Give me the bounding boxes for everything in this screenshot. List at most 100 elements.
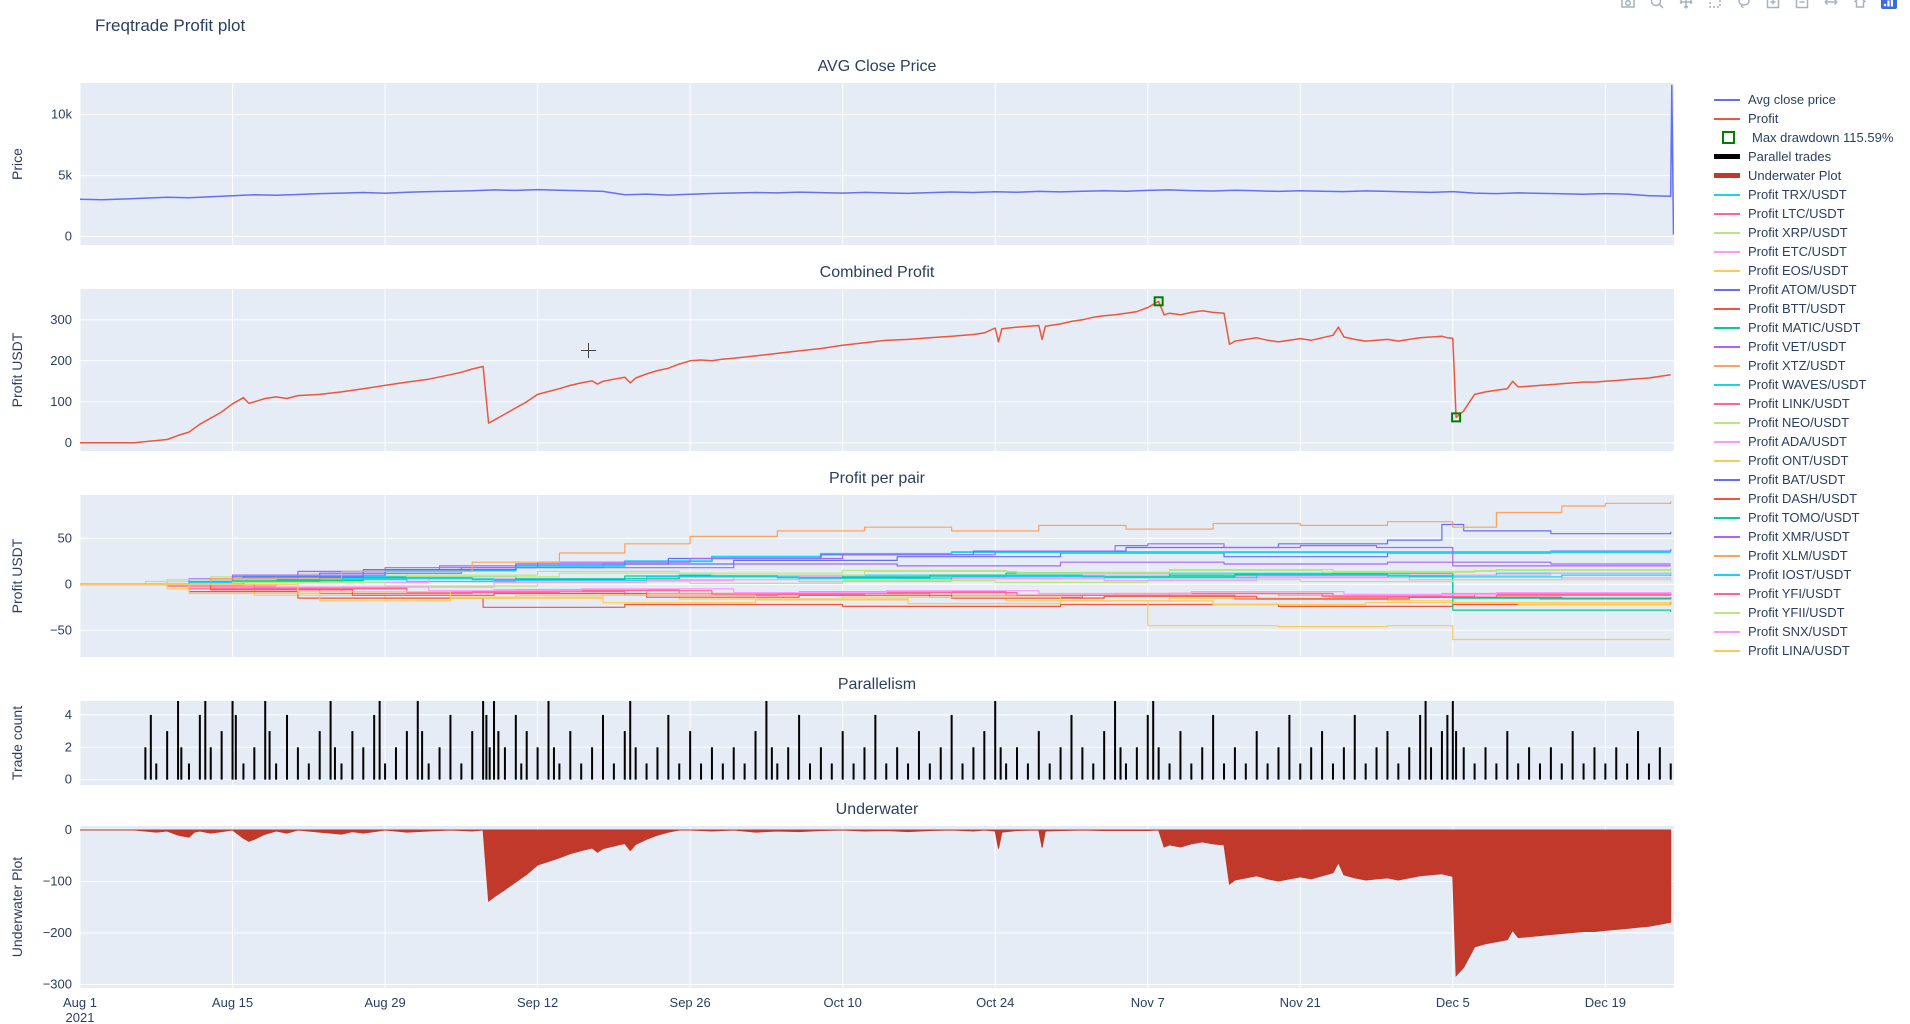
parallel-trades-bar[interactable] xyxy=(1582,763,1585,780)
modebar-button-box-select[interactable] xyxy=(1702,0,1728,13)
parallel-trades-bar[interactable] xyxy=(1397,763,1400,780)
series-lina-usdt[interactable] xyxy=(80,583,1671,641)
parallel-trades-bar[interactable] xyxy=(928,763,931,780)
parallel-trades-bar[interactable] xyxy=(999,747,1002,780)
parallel-trades-bar[interactable] xyxy=(1212,714,1215,780)
legend-item-profit-bat-usdt[interactable]: Profit BAT/USDT xyxy=(1714,470,1893,489)
parallel-trades-bar[interactable] xyxy=(253,747,256,780)
parallel-trades-bar[interactable] xyxy=(710,747,713,780)
parallel-trades-bar[interactable] xyxy=(754,731,757,780)
parallel-trades-bar[interactable] xyxy=(421,731,424,780)
parallel-trades-bar[interactable] xyxy=(950,714,953,780)
max-drawdown-marker[interactable] xyxy=(1153,296,1164,307)
legend-item-profit-atom-usdt[interactable]: Profit ATOM/USDT xyxy=(1714,280,1893,299)
parallel-trades-bar[interactable] xyxy=(198,714,201,780)
legend-item-profit-yfi-usdt[interactable]: Profit YFI/USDT xyxy=(1714,584,1893,603)
parallel-trades-bar[interactable] xyxy=(204,699,207,780)
parallel-trades-bar[interactable] xyxy=(1484,747,1487,780)
parallel-trades-bar[interactable] xyxy=(1364,763,1367,780)
legend-item-profit-iost-usdt[interactable]: Profit IOST/USDT xyxy=(1714,565,1893,584)
parallel-trades-bar[interactable] xyxy=(678,763,681,780)
parallel-trades-bar[interactable] xyxy=(1669,763,1672,780)
parallel-trades-bar[interactable] xyxy=(770,747,773,780)
series-dash-usdt[interactable] xyxy=(80,583,1672,600)
parallel-trades-bar[interactable] xyxy=(1152,699,1155,780)
parallel-trades-bar[interactable] xyxy=(1299,763,1302,780)
parallel-trades-bar[interactable] xyxy=(1190,763,1193,780)
max-drawdown-marker[interactable] xyxy=(1451,412,1462,423)
parallel-trades-bar[interactable] xyxy=(1223,763,1226,780)
legend-item-profit[interactable]: Profit xyxy=(1714,109,1893,128)
parallel-trades-bar[interactable] xyxy=(819,747,822,780)
parallel-trades-bar[interactable] xyxy=(234,714,237,780)
parallel-trades-bar[interactable] xyxy=(896,747,899,780)
legend-item-profit-waves-usdt[interactable]: Profit WAVES/USDT xyxy=(1714,375,1893,394)
series-xlm-usdt[interactable] xyxy=(80,501,1672,585)
parallel-trades-bar[interactable] xyxy=(275,763,278,780)
parallel-trades-bar[interactable] xyxy=(180,747,183,780)
parallel-trades-bar[interactable] xyxy=(1119,747,1122,780)
parallel-trades-bar[interactable] xyxy=(732,747,735,780)
parallel-trades-bar[interactable] xyxy=(340,763,343,780)
legend-item-max-drawdown-115-59-[interactable]: Max drawdown 115.59% xyxy=(1714,128,1893,147)
parallel-trades-bar[interactable] xyxy=(1026,763,1029,780)
parallel-trades-bar[interactable] xyxy=(1506,731,1509,780)
parallel-trades-bar[interactable] xyxy=(514,714,517,780)
parallel-trades-bar[interactable] xyxy=(1353,714,1356,780)
parallel-trades-bar[interactable] xyxy=(1517,763,1520,780)
parallel-trades-bar[interactable] xyxy=(874,714,877,780)
legend-item-underwater-plot[interactable]: Underwater Plot xyxy=(1714,166,1893,185)
parallel-trades-bar[interactable] xyxy=(961,763,964,780)
parallel-trades-bar[interactable] xyxy=(547,699,550,780)
parallel-trades-bar[interactable] xyxy=(667,714,670,780)
parallel-trades-bar[interactable] xyxy=(1092,763,1095,780)
parallel-trades-bar[interactable] xyxy=(917,731,920,780)
parallel-trades-bar[interactable] xyxy=(1495,763,1498,780)
legend-item-parallel-trades[interactable]: Parallel trades xyxy=(1714,147,1893,166)
parallel-trades-bar[interactable] xyxy=(863,747,866,780)
parallel-trades-bar[interactable] xyxy=(378,699,381,780)
parallel-trades-bar[interactable] xyxy=(187,763,190,780)
parallel-trades-bar[interactable] xyxy=(1430,747,1433,780)
parallel-trades-bar[interactable] xyxy=(787,747,790,780)
parallel-trades-bar[interactable] xyxy=(1081,747,1084,780)
parallel-trades-bar[interactable] xyxy=(700,763,703,780)
parallel-trades-bar[interactable] xyxy=(1538,763,1541,780)
parallel-trades-bar[interactable] xyxy=(808,763,811,780)
parallel-trades-bar[interactable] xyxy=(972,747,975,780)
legend-item-profit-xlm-usdt[interactable]: Profit XLM/USDT xyxy=(1714,546,1893,565)
parallel-trades-bar[interactable] xyxy=(1016,747,1019,780)
legend-item-profit-matic-usdt[interactable]: Profit MATIC/USDT xyxy=(1714,318,1893,337)
parallel-trades-bar[interactable] xyxy=(1331,763,1334,780)
parallel-trades-bar[interactable] xyxy=(1451,699,1454,780)
parallel-trades-bar[interactable] xyxy=(1255,731,1258,780)
series-iost-usdt[interactable] xyxy=(80,574,1672,585)
parallel-trades-bar[interactable] xyxy=(536,747,539,780)
parallel-trades-bar[interactable] xyxy=(601,714,604,780)
parallel-trades-bar[interactable] xyxy=(488,747,491,780)
parallel-trades-bar[interactable] xyxy=(1233,747,1236,780)
parallel-trades-bar[interactable] xyxy=(384,763,387,780)
series-ont-usdt[interactable] xyxy=(80,583,1672,606)
legend-item-avg-close-price[interactable]: Avg close price xyxy=(1714,90,1893,109)
legend-item-profit-ltc-usdt[interactable]: Profit LTC/USDT xyxy=(1714,204,1893,223)
plot-area-0[interactable] xyxy=(80,83,1674,245)
parallel-trades-bar[interactable] xyxy=(318,731,321,780)
series-avg-close-price[interactable] xyxy=(80,84,1674,235)
modebar-button-plotly-logo[interactable] xyxy=(1876,0,1902,13)
parallel-trades-bar[interactable] xyxy=(1386,731,1389,780)
parallel-trades-bar[interactable] xyxy=(552,747,555,780)
series-xmr-usdt[interactable] xyxy=(80,543,1671,585)
parallel-trades-bar[interactable] xyxy=(286,714,289,780)
parallel-trades-bar[interactable] xyxy=(1658,747,1661,780)
parallel-trades-bar[interactable] xyxy=(394,747,397,780)
parallel-trades-bar[interactable] xyxy=(1146,714,1149,780)
parallel-trades-bar[interactable] xyxy=(1048,763,1051,780)
modebar-button-lasso-select[interactable] xyxy=(1731,0,1757,13)
parallel-trades-bar[interactable] xyxy=(1473,763,1476,780)
parallel-trades-bar[interactable] xyxy=(1647,763,1650,780)
parallel-trades-bar[interactable] xyxy=(373,714,376,780)
legend-item-profit-xmr-usdt[interactable]: Profit XMR/USDT xyxy=(1714,527,1893,546)
parallel-trades-bar[interactable] xyxy=(242,763,245,780)
parallel-trades-bar[interactable] xyxy=(841,731,844,780)
